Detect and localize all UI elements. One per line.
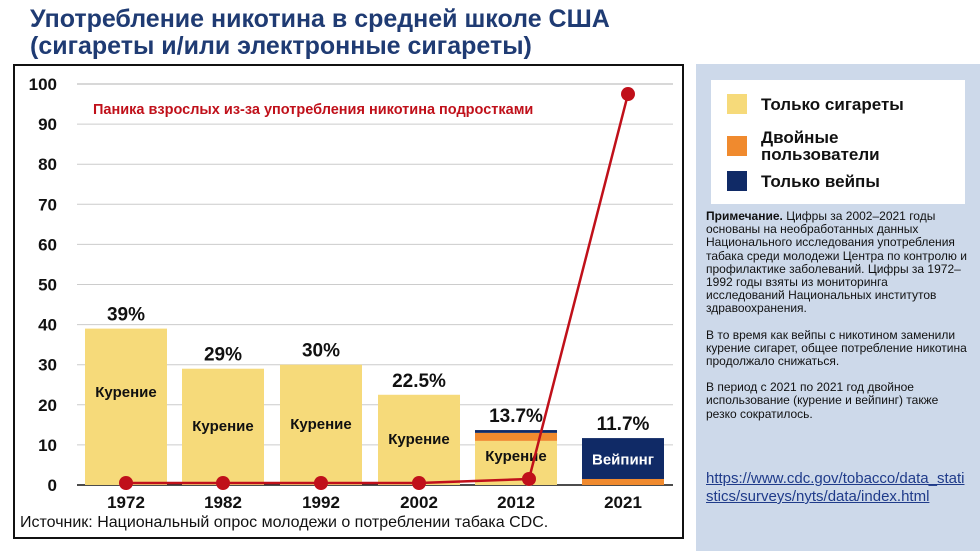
bar-inner-label: Курение (485, 448, 546, 465)
note-paragraph-3: В период с 2021 по 2021 год двойное испо… (706, 380, 939, 421)
y-tick-label: 50 (38, 276, 57, 295)
panic-point (522, 471, 536, 486)
legend-item-vapes: Только вейпы (727, 171, 931, 191)
legend-label-dual-users: Двойные пользователи (761, 128, 880, 164)
page-title: Употребление никотина в средней школе СШ… (30, 6, 690, 60)
panic-point (119, 475, 133, 490)
bar-total-label: 29% (204, 345, 242, 366)
panic-point (412, 475, 426, 490)
x-tick-label: 1972 (107, 493, 145, 512)
panic-point (216, 475, 230, 490)
bar-inner-label: Курение (388, 431, 449, 448)
x-tick-label: 1992 (302, 493, 340, 512)
bar-segment (475, 432, 557, 441)
y-tick-label: 60 (38, 235, 57, 254)
y-tick-label: 20 (38, 396, 57, 415)
bar-segment (582, 478, 664, 485)
bar-segment (182, 368, 264, 485)
note-paragraph-1: Примечание. Цифры за 2002–2021 годы осно… (706, 209, 968, 316)
y-tick-label: 0 (48, 476, 57, 495)
note-paragraph-2: В то время как вейпы с никотином заменил… (706, 327, 967, 369)
bar-inner-label: Курение (290, 416, 351, 433)
bar-segment (85, 328, 167, 485)
bar-segment (280, 364, 362, 485)
note-bold-label: Примечание. (706, 209, 783, 223)
source-note: Источник: Национальный опрос молодежи о … (20, 514, 549, 531)
title-line-1: Употребление никотина в средней школе СШ… (30, 5, 610, 33)
y-tick-label: 80 (38, 155, 57, 174)
chart-frame: 0 10 20 30 40 50 60 70 80 90 100 39% Курение 1972 29% К… (13, 64, 684, 539)
y-tick-label: 40 (38, 316, 57, 335)
panic-line-label: Паника взрослых из-за употребления никот… (93, 102, 533, 118)
source-link[interactable]: https://www.cdc.gov/tobacco/data_statist… (706, 470, 965, 505)
bar-inner-label: Курение (95, 384, 156, 401)
legend-swatch-cigarettes (727, 94, 747, 114)
y-tick-label: 10 (38, 436, 57, 455)
panic-point (314, 475, 328, 490)
notes: Примечание. Цифры за 2002–2021 годы осно… (706, 209, 968, 434)
legend-item-cigarettes: Только сигареты (727, 94, 931, 114)
legend-swatch-dual-users (727, 136, 747, 156)
bar-segment (475, 430, 557, 433)
bar-segment (582, 438, 664, 479)
bar-total-label: 30% (302, 341, 340, 362)
x-tick-label: 2002 (400, 493, 438, 512)
bar-inner-label: Курение (192, 418, 253, 435)
note-text-1: Цифры за 2002–2021 годы основаны на необ… (706, 209, 967, 316)
legend-label-vapes: Только вейпы (761, 171, 880, 191)
bar-total-label: 13.7% (489, 406, 543, 427)
bar-inner-label: Вейпинг (592, 452, 654, 469)
y-tick-label: 90 (38, 115, 57, 134)
panic-point (621, 87, 635, 102)
y-tick-label: 30 (38, 356, 57, 375)
y-tick-label: 100 (29, 75, 57, 94)
x-tick-label: 2021 (604, 493, 642, 512)
x-tick-label: 1982 (204, 493, 242, 512)
bar-segment (378, 394, 460, 485)
legend-swatch-vapes (727, 171, 747, 191)
nicotine-use-chart: 0 10 20 30 40 50 60 70 80 90 100 39% Курение 1972 29% К… (29, 75, 673, 512)
bar-total-label: 11.7% (597, 414, 650, 435)
bar-total-label: 22.5% (392, 371, 446, 392)
panic-line (126, 93, 630, 485)
title-line-2: (сигареты и/или электронные сигареты) (30, 32, 532, 60)
x-tick-label: 2012 (497, 493, 535, 512)
y-tick-label: 70 (38, 195, 57, 214)
legend-item-dual-users: Двойные пользователи (727, 129, 931, 163)
legend: Только сигареты Двойные пользователи Тол… (711, 80, 965, 204)
legend-label-cigarettes: Только сигареты (761, 94, 904, 114)
bar-total-label: 39% (107, 305, 145, 326)
bar-segment (475, 440, 557, 485)
